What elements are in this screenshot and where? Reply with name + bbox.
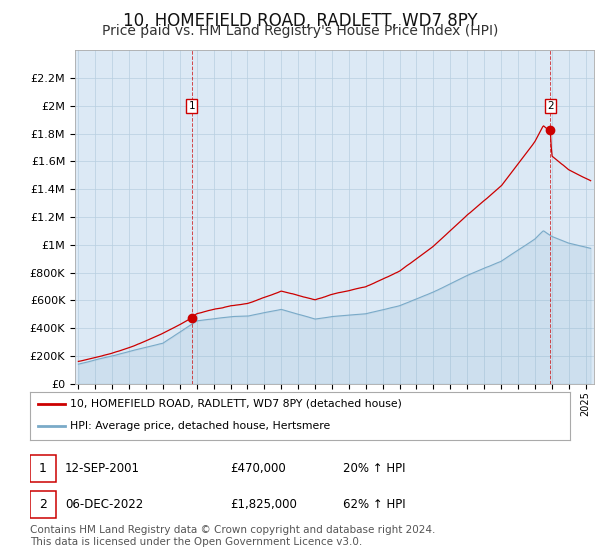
Text: 1: 1 xyxy=(188,101,195,111)
Text: Contains HM Land Registry data © Crown copyright and database right 2024.
This d: Contains HM Land Registry data © Crown c… xyxy=(30,525,436,547)
Text: HPI: Average price, detached house, Hertsmere: HPI: Average price, detached house, Hert… xyxy=(71,421,331,431)
Text: 2: 2 xyxy=(39,498,47,511)
Text: 12-SEP-2001: 12-SEP-2001 xyxy=(65,461,140,475)
Text: 2: 2 xyxy=(547,101,554,111)
Text: 20% ↑ HPI: 20% ↑ HPI xyxy=(343,461,406,475)
FancyBboxPatch shape xyxy=(30,455,56,482)
Text: £470,000: £470,000 xyxy=(230,461,286,475)
Text: 62% ↑ HPI: 62% ↑ HPI xyxy=(343,498,406,511)
Text: 10, HOMEFIELD ROAD, RADLETT, WD7 8PY: 10, HOMEFIELD ROAD, RADLETT, WD7 8PY xyxy=(122,12,478,30)
Text: Price paid vs. HM Land Registry's House Price Index (HPI): Price paid vs. HM Land Registry's House … xyxy=(102,24,498,38)
Text: 10, HOMEFIELD ROAD, RADLETT, WD7 8PY (detached house): 10, HOMEFIELD ROAD, RADLETT, WD7 8PY (de… xyxy=(71,399,403,409)
Text: 06-DEC-2022: 06-DEC-2022 xyxy=(65,498,143,511)
Text: £1,825,000: £1,825,000 xyxy=(230,498,296,511)
FancyBboxPatch shape xyxy=(30,491,56,518)
Text: 1: 1 xyxy=(39,461,47,475)
